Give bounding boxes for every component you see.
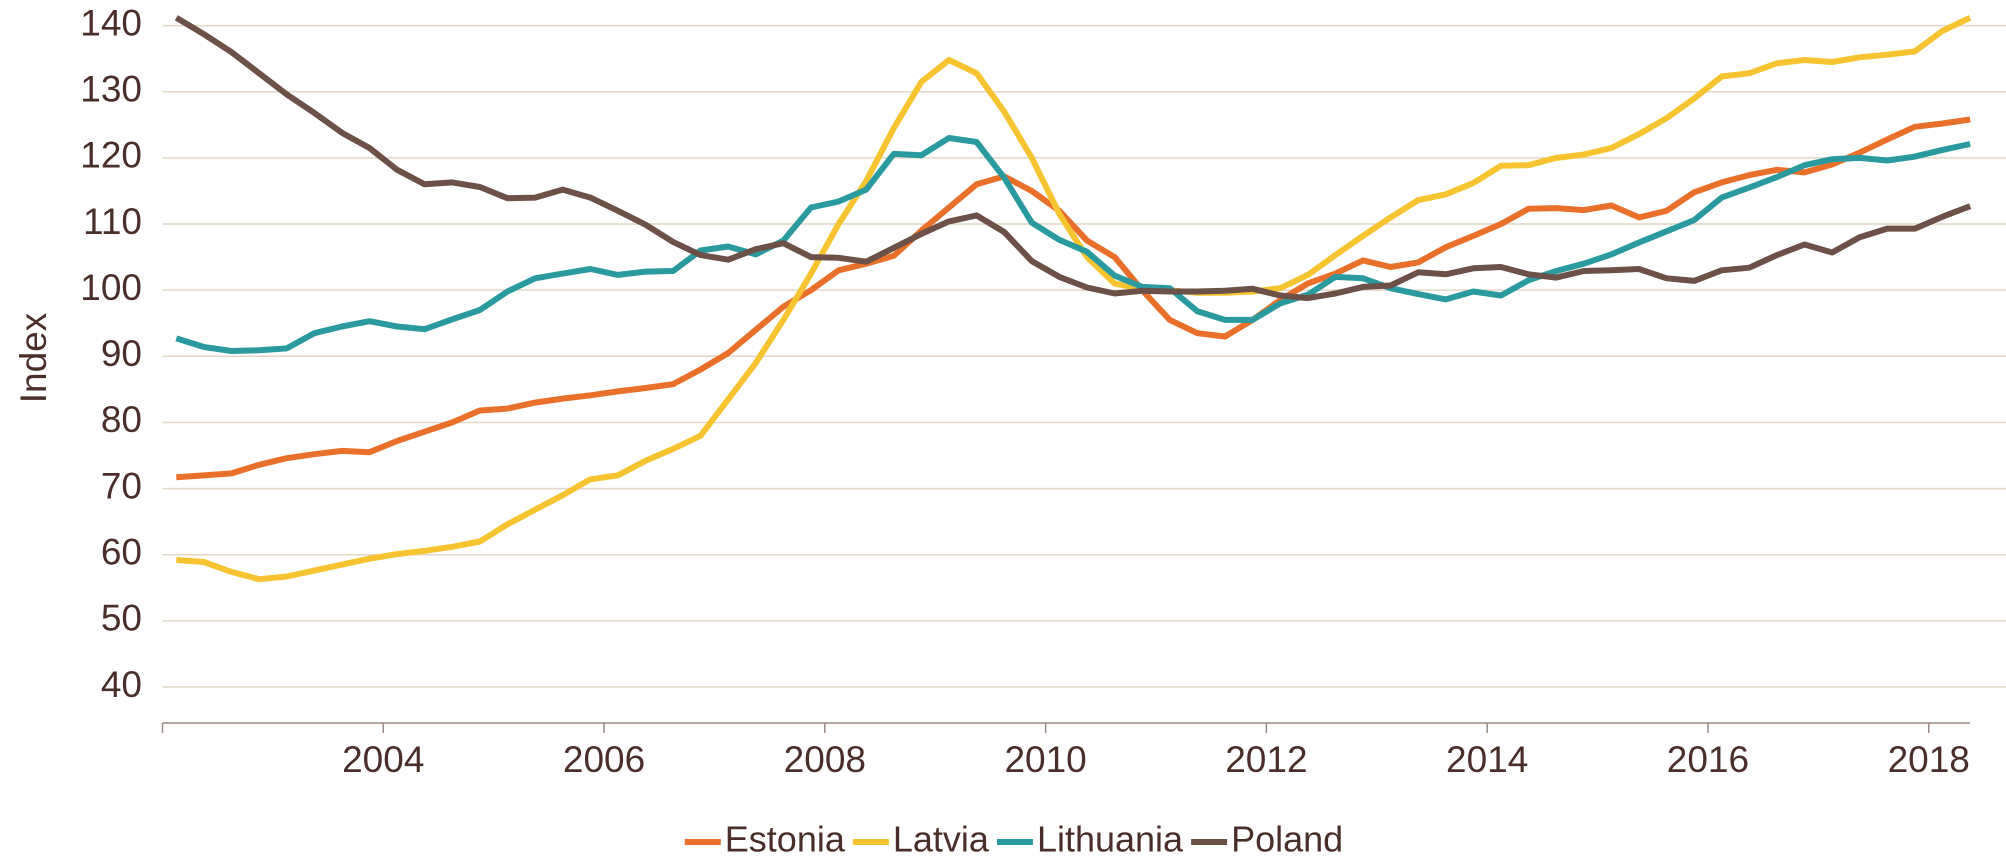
x-tick-label: 2008 xyxy=(784,739,866,780)
y-tick-label: 90 xyxy=(101,333,142,374)
y-tick-label: 140 xyxy=(80,2,142,43)
x-tick-label: 2016 xyxy=(1667,739,1749,780)
x-tick-label: 2014 xyxy=(1446,739,1528,780)
legend-label: Lithuania xyxy=(1037,819,1184,859)
x-tick-label: 2004 xyxy=(342,739,424,780)
y-tick-label: 70 xyxy=(101,465,142,506)
line xyxy=(176,116,1971,481)
y-tick-label: 120 xyxy=(80,135,142,176)
y-tick-label: 110 xyxy=(83,201,142,242)
y-tick-label: 50 xyxy=(101,598,142,639)
y-tick-label: 130 xyxy=(80,69,142,110)
line xyxy=(176,14,1972,583)
legend-label: Poland xyxy=(1231,819,1343,859)
x-tick-label: 2018 xyxy=(1888,739,1970,780)
x-tick-label: 2010 xyxy=(1004,739,1086,780)
y-tick-label: 100 xyxy=(80,267,142,308)
x-tick-label: 2012 xyxy=(1225,739,1307,780)
legend: Estonia Latvia Lithuania Poland xyxy=(684,819,1343,859)
legend-label: Estonia xyxy=(725,819,846,859)
y-tick-label: 60 xyxy=(101,532,142,573)
x-tick-label: 2006 xyxy=(563,739,645,780)
legend-label: Latvia xyxy=(893,819,990,859)
y-tick-label: 40 xyxy=(101,664,142,705)
line xyxy=(175,135,1971,354)
y-axis-label: Index xyxy=(13,312,54,403)
y-tick-label: 80 xyxy=(101,399,142,440)
line xyxy=(174,15,1972,302)
